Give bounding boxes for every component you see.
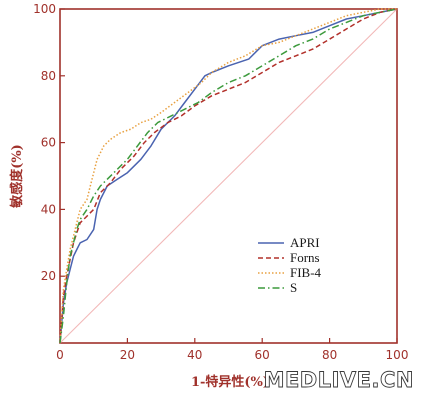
y-tick-label: 40 — [41, 202, 56, 216]
y-tick-label: 100 — [33, 2, 56, 16]
reference-diagonal-line — [59, 8, 398, 344]
series-line-s — [59, 8, 398, 344]
roc-curves — [59, 8, 398, 344]
x-tick-label: 20 — [120, 348, 135, 362]
x-tick-label: 100 — [386, 348, 409, 362]
x-tick-label: 80 — [322, 348, 337, 362]
legend-label-forns: Forns — [290, 250, 320, 265]
x-tick-label: 40 — [187, 348, 202, 362]
y-tick-label: 20 — [41, 269, 56, 283]
legend-label-s: S — [290, 280, 297, 295]
y-axis-label: 敏感度(%) — [9, 144, 25, 209]
watermark-text: MEDLIVE.CN — [264, 368, 414, 392]
series-line-fib-4 — [59, 8, 397, 344]
legend-label-apri: APRI — [290, 235, 320, 250]
y-tick-label: 60 — [41, 136, 56, 150]
x-axis-label: 1-特异性(%) — [191, 374, 269, 390]
legend-label-fib-4: FIB-4 — [290, 265, 322, 280]
x-tick-label: 0 — [56, 348, 64, 362]
x-tick-label: 60 — [255, 348, 270, 362]
plot-frame — [59, 8, 398, 344]
series-line-apri — [59, 8, 398, 344]
axis-ticks: 0 20 40 60 80 100 20 40 60 80 100 — [33, 2, 408, 362]
series-line-forns — [59, 8, 398, 344]
y-tick-label: 80 — [41, 69, 56, 83]
